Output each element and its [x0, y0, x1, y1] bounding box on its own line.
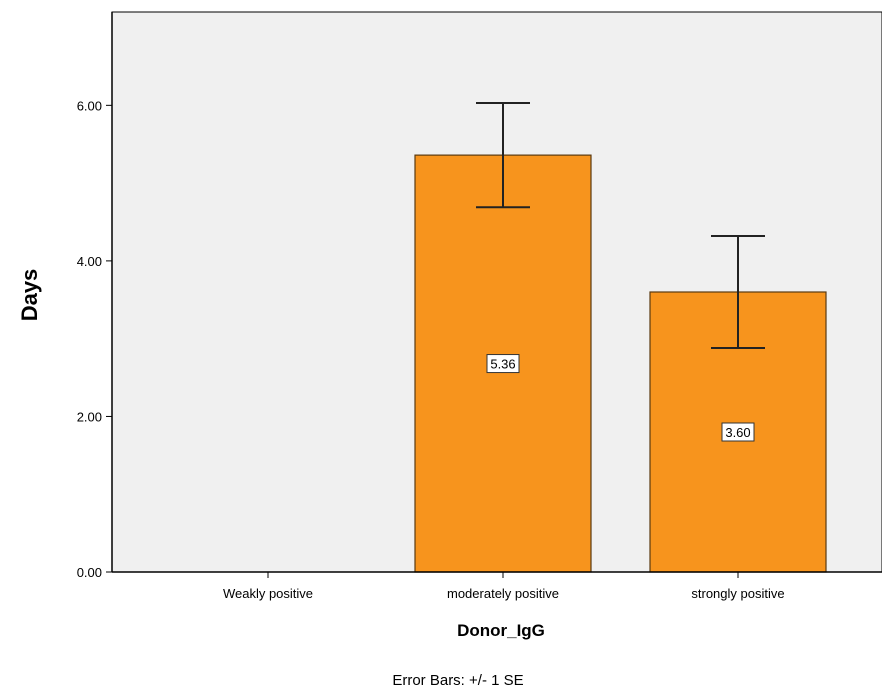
x-tick-label: strongly positive: [691, 586, 784, 601]
x-axis-title: Donor_IgG: [457, 621, 545, 640]
x-tick-label: moderately positive: [447, 586, 559, 601]
data-label-box: [721, 422, 755, 442]
data-label-text: 5.36: [490, 357, 515, 372]
y-axis-title: Days: [17, 269, 42, 322]
x-axis-ticks: Weakly positive moderately positive strong…: [223, 572, 785, 601]
data-labels-group: 5.36 3.60: [486, 354, 755, 442]
data-label-box: [486, 354, 520, 374]
error-bars-footnote: Error Bars: +/- 1 SE: [392, 672, 523, 689]
data-label: 5.36: [486, 354, 520, 374]
y-tick-label: 4.00: [77, 254, 102, 269]
y-tick-label: 2.00: [77, 409, 102, 424]
y-tick-label: 0.00: [77, 565, 102, 580]
data-label-text: 3.60: [725, 425, 750, 440]
data-label: 3.60: [721, 422, 755, 442]
error-bars-group: [476, 102, 765, 349]
x-tick-label: Weakly positive: [223, 586, 313, 601]
y-axis-ticks: 0.00 2.00 4.00 6.00: [77, 98, 112, 580]
y-tick-label: 6.00: [77, 98, 102, 113]
